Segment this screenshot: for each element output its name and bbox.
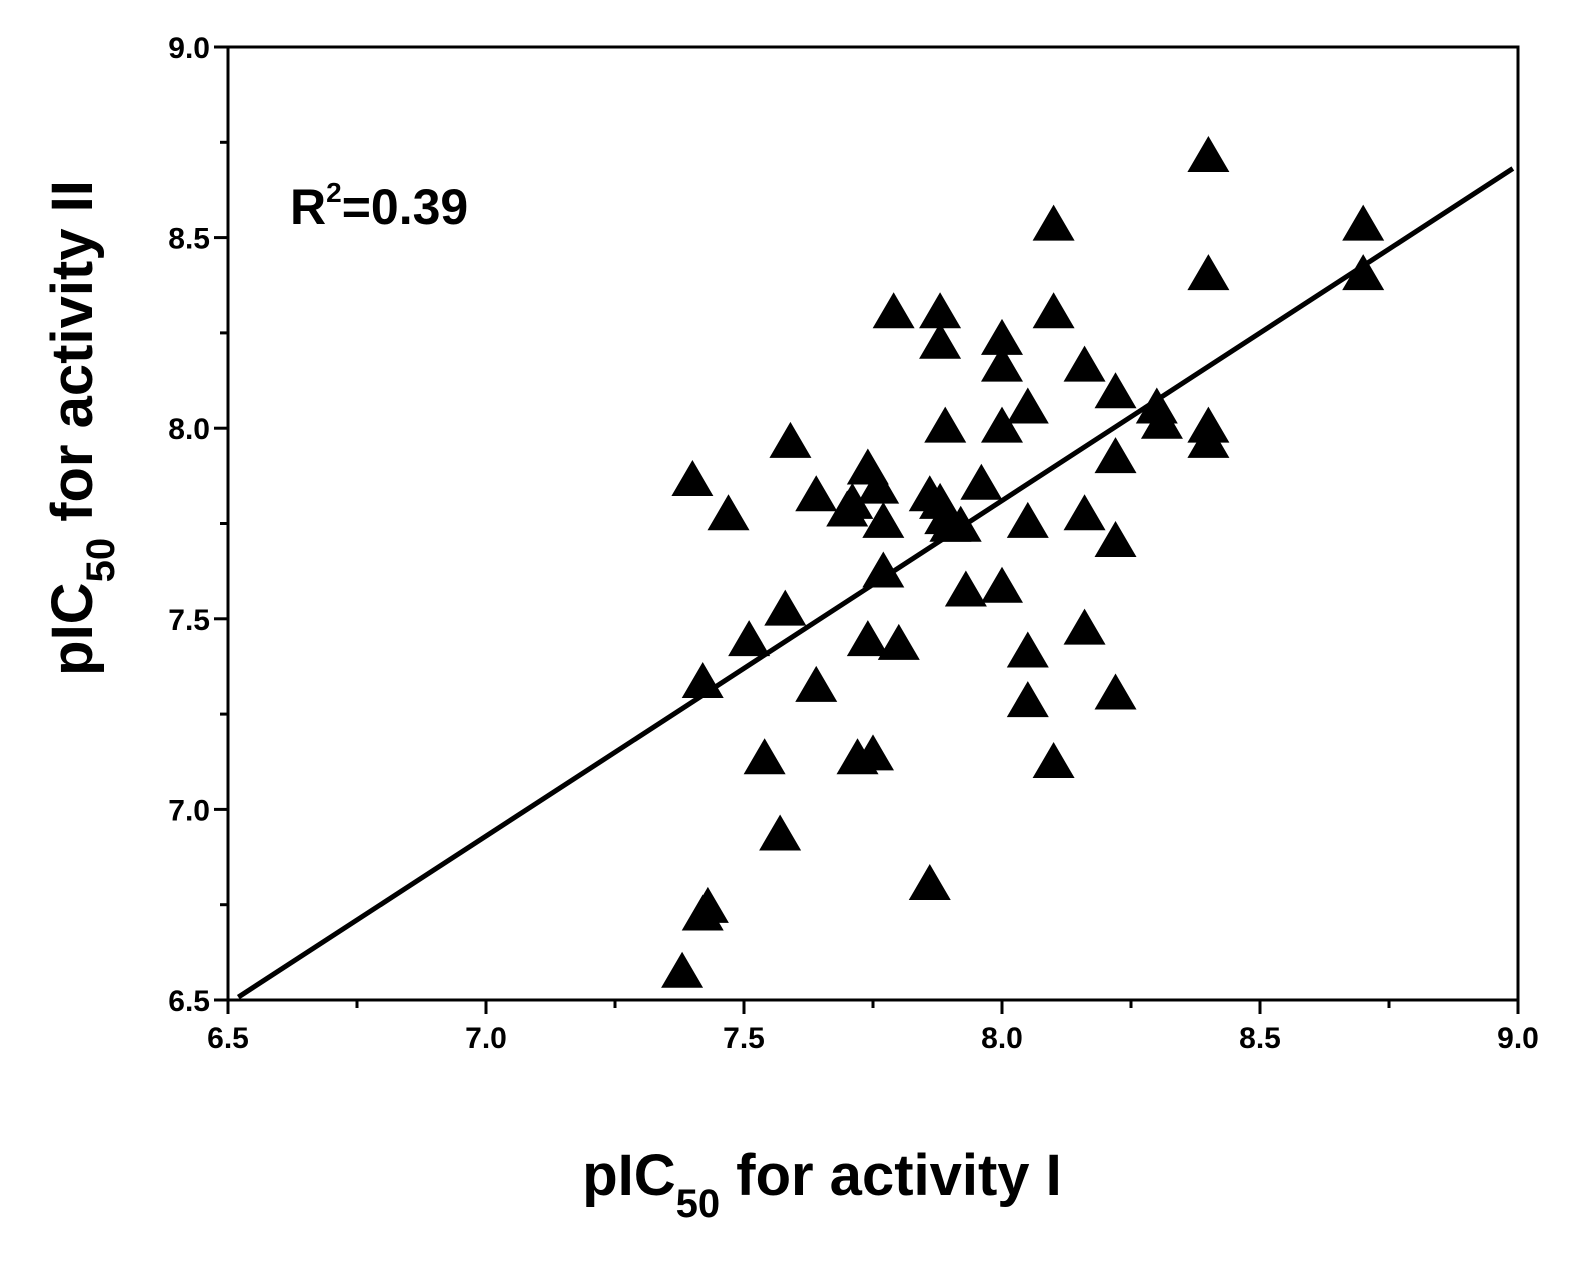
y-axis-title-subscript: 50 (79, 538, 123, 583)
y-tick-label: 7.5 (168, 604, 210, 637)
data-point (919, 322, 962, 359)
data-point (1094, 673, 1137, 710)
data-point (908, 864, 951, 901)
y-axis-title-suffix: for activity II (40, 180, 105, 538)
data-point (1187, 135, 1230, 172)
data-point (831, 482, 874, 519)
data-point (1342, 254, 1385, 291)
data-point (769, 421, 812, 458)
data-point (1006, 387, 1049, 424)
x-axis-title: pIC50 for activity I (582, 1143, 1062, 1226)
data-point (764, 589, 807, 626)
y-tick-label: 8.5 (168, 223, 210, 256)
x-tick-label: 9.0 (1497, 1022, 1539, 1055)
data-point (1032, 742, 1075, 779)
x-axis-title-suffix: for activity I (720, 1143, 1062, 1208)
data-point (728, 620, 771, 657)
x-axis-title-subscript: 50 (676, 1182, 721, 1226)
data-point (1187, 421, 1230, 458)
data-point (1342, 204, 1385, 241)
data-point (1140, 402, 1183, 439)
data-point (1006, 681, 1049, 718)
x-tick-label: 8.5 (1239, 1022, 1281, 1055)
data-point (944, 570, 987, 607)
data-point (1063, 608, 1106, 645)
data-point (981, 318, 1023, 355)
data-point (795, 475, 838, 512)
x-tick-label: 7.0 (465, 1022, 507, 1055)
data-point (1006, 631, 1049, 668)
data-point (1006, 501, 1049, 538)
data-point (1032, 292, 1075, 329)
data-point (981, 406, 1023, 443)
y-tick-label: 6.5 (168, 985, 210, 1018)
r-squared-annotation: R2=0.39 (290, 177, 468, 235)
data-point (743, 738, 786, 775)
data-point (1187, 254, 1230, 291)
data-point (759, 814, 802, 851)
data-point (1094, 520, 1137, 557)
y-tick-label: 7.0 (168, 794, 210, 827)
data-point (872, 292, 915, 329)
data-point (981, 345, 1023, 382)
data-point (857, 467, 900, 504)
data-point (681, 662, 724, 699)
data-point (707, 494, 750, 531)
data-point (795, 665, 838, 702)
x-tick-label: 7.5 (723, 1022, 765, 1055)
r-squared-value: =0.39 (342, 179, 469, 235)
data-point (1094, 437, 1137, 474)
data-point (661, 951, 704, 988)
data-point (1063, 345, 1106, 382)
y-axis-title-prefix: pIC (40, 582, 105, 675)
data-point (939, 505, 982, 542)
data-point (1094, 372, 1137, 409)
r-squared-sup: 2 (326, 177, 342, 208)
r-squared-base: R (290, 179, 326, 235)
data-point (1063, 494, 1106, 531)
data-point (686, 886, 729, 923)
data-point (981, 566, 1023, 603)
y-tick-label: 9.0 (168, 32, 210, 65)
data-point (960, 463, 1003, 500)
data-point (671, 459, 714, 496)
x-tick-label: 6.5 (207, 1022, 249, 1055)
y-axis-title: pIC50 for activity II (40, 180, 123, 676)
x-tick-label: 8.0 (981, 1022, 1023, 1055)
data-point (852, 734, 894, 771)
data-point (846, 620, 889, 657)
data-point (862, 501, 905, 538)
data-point (924, 406, 967, 443)
data-point (862, 551, 905, 588)
y-tick-label: 8.0 (168, 413, 210, 446)
x-axis-title-prefix: pIC (582, 1143, 675, 1208)
marks-layer (661, 135, 1385, 988)
data-point (1032, 204, 1075, 241)
data-point (877, 623, 920, 660)
data-point (919, 292, 962, 329)
